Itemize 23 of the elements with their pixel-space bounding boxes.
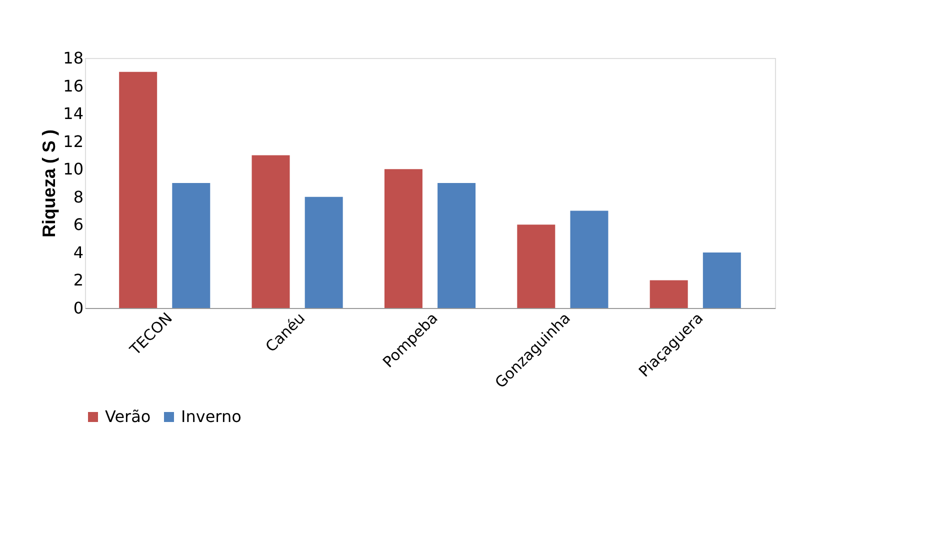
bar — [650, 280, 688, 308]
y-axis-title: Riqueza ( S ) — [39, 129, 60, 238]
y-tick-label: 2 — [73, 270, 84, 290]
y-tick-label: 12 — [63, 132, 84, 151]
bar — [119, 72, 158, 308]
bar — [438, 183, 476, 308]
bar — [252, 155, 290, 308]
bar — [384, 169, 422, 308]
y-tick-label: 4 — [73, 242, 84, 262]
legend-label: Verão — [105, 407, 151, 426]
bar — [702, 252, 741, 308]
y-tick-label: 8 — [73, 187, 84, 206]
y-tick-label: 10 — [63, 160, 84, 179]
bar — [172, 183, 210, 308]
y-tick-label: 14 — [63, 104, 84, 124]
y-tick-label: 18 — [63, 48, 84, 68]
bar — [570, 210, 608, 308]
legend-label: Inverno — [181, 407, 242, 426]
y-tick-label: 16 — [63, 76, 84, 96]
y-tick-label: 6 — [73, 215, 84, 234]
bar — [304, 196, 343, 308]
bar — [517, 224, 556, 308]
y-tick-label: 0 — [73, 298, 84, 318]
